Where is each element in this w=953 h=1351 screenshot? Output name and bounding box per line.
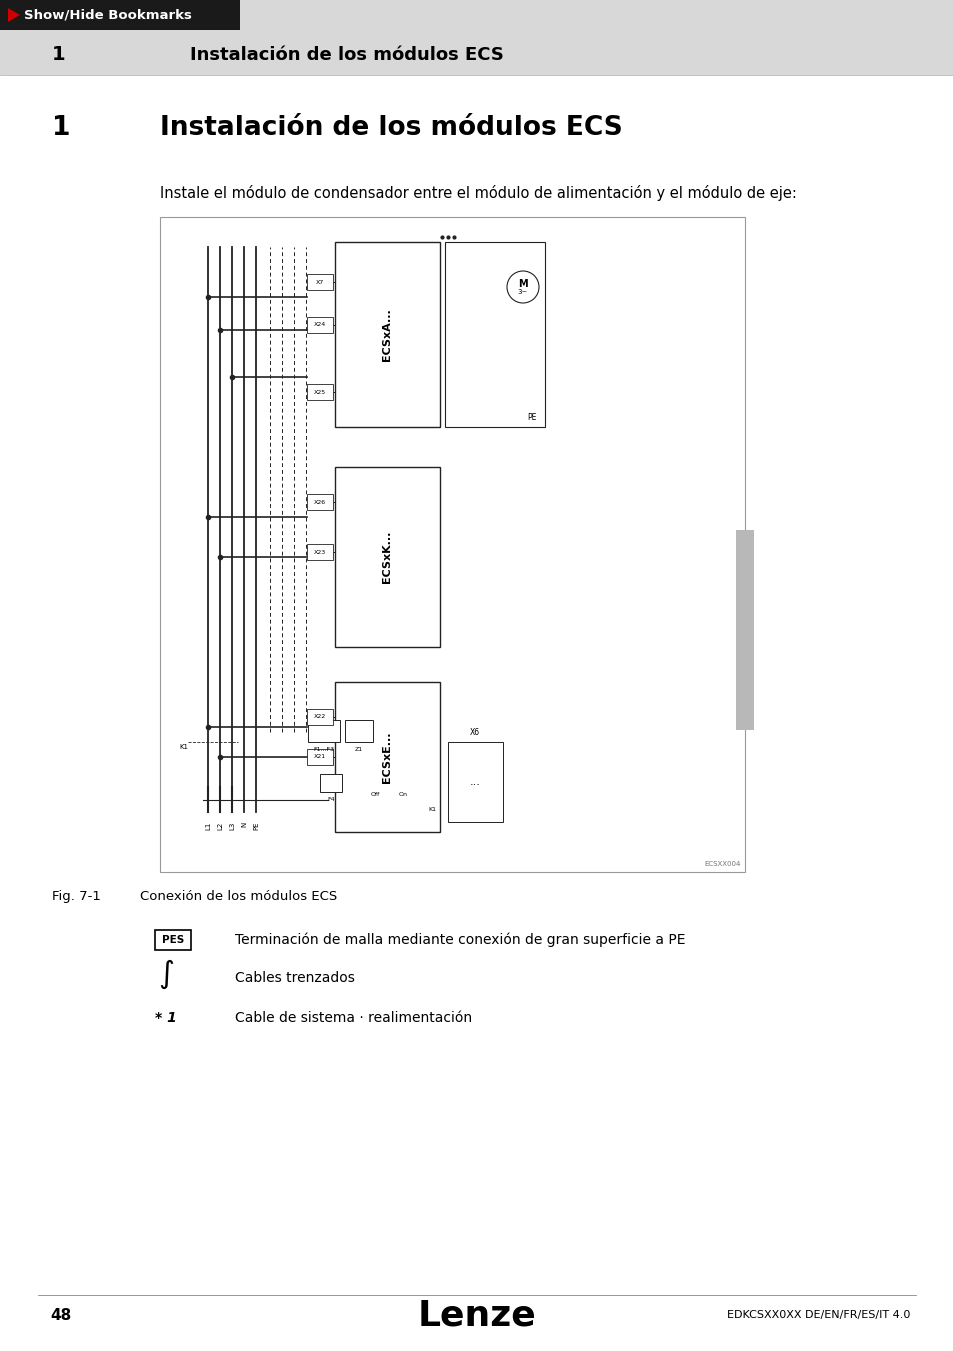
Text: K1: K1 bbox=[179, 744, 188, 750]
FancyBboxPatch shape bbox=[335, 682, 439, 832]
Text: ECSxA...: ECSxA... bbox=[381, 308, 392, 361]
FancyBboxPatch shape bbox=[307, 748, 333, 765]
Text: PE: PE bbox=[253, 821, 258, 831]
FancyBboxPatch shape bbox=[335, 242, 439, 427]
Text: PE: PE bbox=[527, 413, 537, 422]
Text: F1...F3: F1...F3 bbox=[314, 747, 335, 753]
Text: PES: PES bbox=[162, 935, 184, 944]
FancyBboxPatch shape bbox=[307, 494, 333, 509]
Text: 48: 48 bbox=[50, 1308, 71, 1323]
FancyBboxPatch shape bbox=[154, 929, 191, 950]
Text: Conexión de los módulos ECS: Conexión de los módulos ECS bbox=[140, 890, 337, 902]
Text: L1: L1 bbox=[205, 821, 211, 831]
FancyBboxPatch shape bbox=[319, 774, 341, 792]
Text: * 1: * 1 bbox=[154, 1011, 176, 1025]
FancyBboxPatch shape bbox=[735, 530, 753, 730]
Text: Fig. 7-1: Fig. 7-1 bbox=[52, 890, 101, 902]
FancyBboxPatch shape bbox=[345, 720, 373, 742]
Text: L2: L2 bbox=[216, 821, 223, 831]
FancyBboxPatch shape bbox=[0, 0, 953, 76]
Text: Instale el módulo de condensador entre el módulo de alimentación y el módulo de : Instale el módulo de condensador entre e… bbox=[160, 185, 796, 201]
FancyBboxPatch shape bbox=[0, 0, 240, 30]
Text: 1: 1 bbox=[52, 46, 66, 65]
Text: X22: X22 bbox=[314, 715, 326, 720]
Text: ...: ... bbox=[469, 777, 480, 788]
Text: X23: X23 bbox=[314, 550, 326, 554]
Text: Terminación de malla mediante conexión de gran superficie a PE: Terminación de malla mediante conexión d… bbox=[234, 932, 685, 947]
Text: Z1: Z1 bbox=[355, 747, 363, 753]
FancyBboxPatch shape bbox=[0, 76, 953, 1351]
Text: 1: 1 bbox=[52, 115, 71, 141]
FancyBboxPatch shape bbox=[335, 467, 439, 647]
FancyBboxPatch shape bbox=[307, 709, 333, 725]
FancyBboxPatch shape bbox=[307, 544, 333, 561]
Text: M: M bbox=[517, 280, 527, 289]
FancyBboxPatch shape bbox=[308, 720, 339, 742]
Text: K1: K1 bbox=[428, 807, 436, 812]
Text: N: N bbox=[241, 821, 247, 827]
Text: ECSxK...: ECSxK... bbox=[381, 531, 392, 584]
Text: X24: X24 bbox=[314, 323, 326, 327]
FancyBboxPatch shape bbox=[448, 742, 502, 821]
Text: On: On bbox=[398, 792, 407, 797]
FancyBboxPatch shape bbox=[307, 274, 333, 290]
Text: ∫: ∫ bbox=[158, 959, 173, 989]
FancyBboxPatch shape bbox=[160, 218, 744, 871]
Text: Show/Hide Bookmarks: Show/Hide Bookmarks bbox=[24, 8, 192, 22]
Text: 3~: 3~ bbox=[517, 289, 528, 295]
Text: F4: F4 bbox=[327, 797, 335, 802]
Polygon shape bbox=[8, 8, 20, 22]
FancyBboxPatch shape bbox=[307, 384, 333, 400]
FancyBboxPatch shape bbox=[307, 317, 333, 332]
Text: EDKCSXX0XX DE/EN/FR/ES/IT 4.0: EDKCSXX0XX DE/EN/FR/ES/IT 4.0 bbox=[726, 1310, 909, 1320]
Text: Lenze: Lenze bbox=[417, 1298, 536, 1332]
Text: X26: X26 bbox=[314, 500, 326, 504]
Text: Instalación de los módulos ECS: Instalación de los módulos ECS bbox=[190, 46, 503, 63]
Text: L3: L3 bbox=[229, 821, 234, 831]
Text: Instalación de los módulos ECS: Instalación de los módulos ECS bbox=[160, 115, 622, 141]
Text: ECSxE...: ECSxE... bbox=[381, 731, 392, 782]
Text: X21: X21 bbox=[314, 754, 326, 759]
Text: ECSXX004: ECSXX004 bbox=[704, 861, 740, 867]
Text: Cable de sistema · realimentación: Cable de sistema · realimentación bbox=[234, 1011, 472, 1025]
Text: Off: Off bbox=[370, 792, 379, 797]
Text: X7: X7 bbox=[315, 280, 324, 285]
Text: X25: X25 bbox=[314, 389, 326, 394]
FancyBboxPatch shape bbox=[444, 242, 544, 427]
Text: Cables trenzados: Cables trenzados bbox=[234, 971, 355, 985]
Text: X6: X6 bbox=[470, 728, 479, 738]
